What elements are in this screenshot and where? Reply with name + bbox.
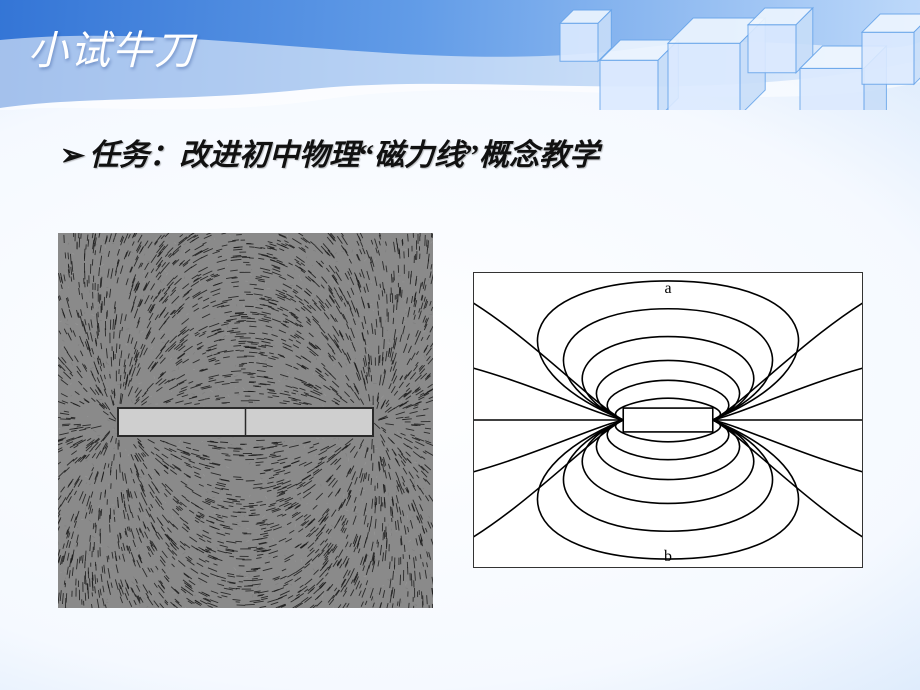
task-suffix: 概念教学 (479, 139, 599, 172)
slide-title: 小试牛刀 (28, 18, 196, 76)
svg-text:b: b (664, 548, 672, 565)
slide: 小试牛刀 ➢任务：改进初中物理“磁力线”概念教学 ab (0, 0, 920, 690)
figure-iron-filings (58, 233, 433, 608)
figure-field-lines: ab (473, 272, 863, 568)
task-quote: 磁力线 (374, 139, 464, 172)
bullet-icon: ➢ (60, 139, 85, 172)
svg-text:a: a (664, 280, 671, 297)
open-quote: “ (359, 139, 374, 172)
task-prefix: 任务：改进初中物理 (89, 139, 359, 172)
close-quote: ” (464, 139, 479, 172)
task-line: ➢任务：改进初中物理“磁力线”概念教学 (60, 130, 599, 174)
figures-row: ab (0, 210, 920, 630)
